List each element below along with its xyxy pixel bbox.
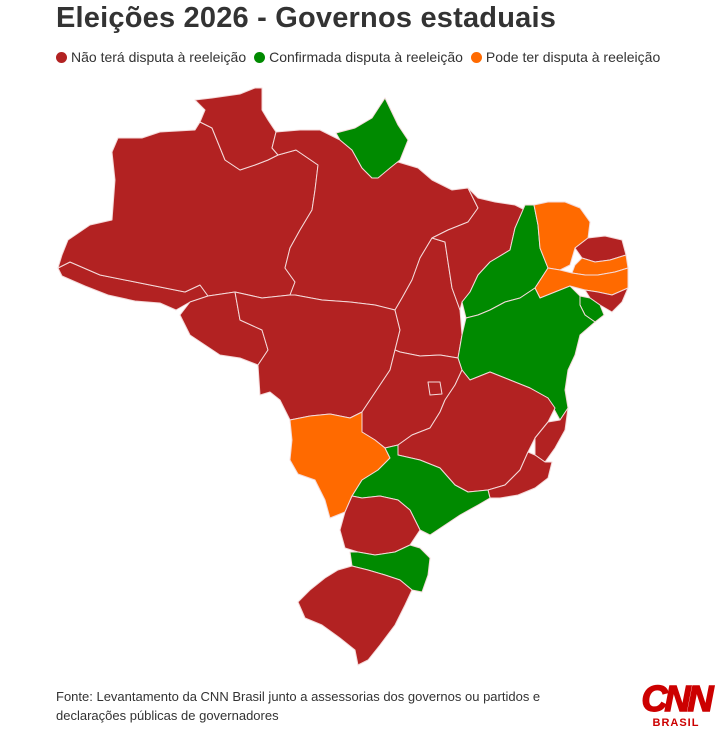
source-line-2: declarações públicas de governadores — [56, 708, 279, 723]
source-line-1: Fonte: Levantamento da CNN Brasil junto … — [56, 689, 541, 704]
cnn-brasil-logo: CNN BRASIL — [640, 678, 715, 729]
source-note: Fonte: Levantamento da CNN Brasil junto … — [56, 687, 616, 725]
state-DF — [427, 381, 443, 396]
legend-label-maybe: Pode ter disputa à reeleição — [485, 49, 661, 65]
state-RS — [297, 565, 413, 666]
legend-label-none: Não terá disputa à reeleição — [71, 49, 247, 65]
legend-item-maybe: Pode ter disputa à reeleição — [470, 49, 661, 65]
logo-sub: BRASIL — [652, 717, 700, 729]
state-AP — [335, 97, 409, 179]
legend-item-none: Não terá disputa à reeleição — [56, 49, 246, 65]
legend-swatch-confirmed — [254, 51, 266, 63]
legend: Não terá disputa à reeleição Confirmada … — [56, 49, 660, 65]
legend-swatch-none — [56, 51, 67, 63]
legend-label-confirmed: Confirmada disputa à reeleição — [269, 49, 463, 65]
legend-swatch-maybe — [470, 51, 482, 63]
chart-title: Eleições 2026 - Governos estaduais — [56, 2, 557, 34]
state-ES — [534, 407, 569, 463]
brazil-map — [57, 87, 629, 666]
legend-item-confirmed: Confirmada disputa à reeleição — [254, 49, 463, 65]
logo-main: CNN — [641, 678, 715, 719]
state-SP — [351, 444, 491, 536]
